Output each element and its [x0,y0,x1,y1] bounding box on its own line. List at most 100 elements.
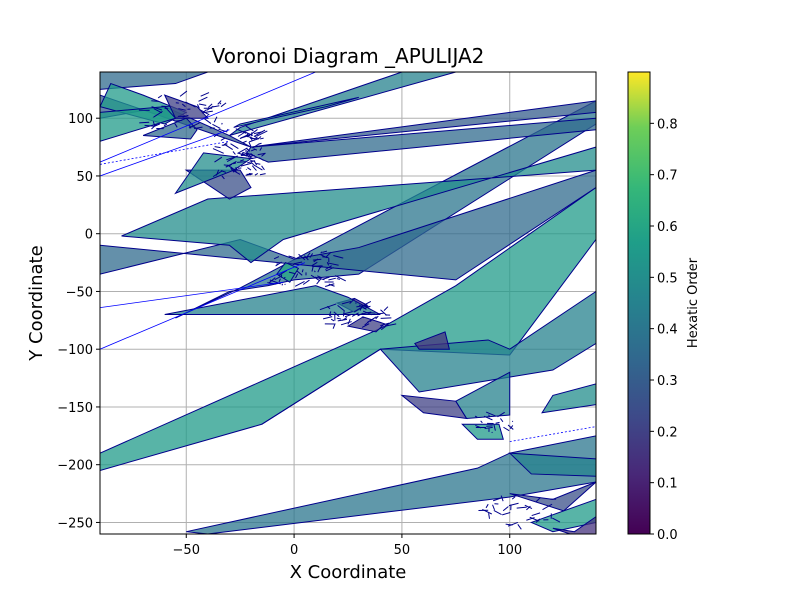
voronoi-edge [274,276,281,281]
voronoi-edge [293,261,303,265]
voronoi-edge [508,502,519,507]
voronoi-edge [229,163,233,167]
voronoi-cell [509,481,596,512]
voronoi-edge [483,415,493,421]
voronoi-edge [322,256,329,258]
voronoi-edge [482,508,492,515]
voronoi-cell [186,435,596,534]
voronoi-edge [179,90,188,97]
voronoi-edge [251,165,257,171]
voronoi-edge [500,495,504,502]
voronoi-ridge-line [100,262,306,350]
voronoi-edge [332,323,336,329]
voronoi-edge [509,425,514,430]
voronoi-ridge-line [100,129,230,177]
voronoi-edge [250,161,255,166]
voronoi-edge [322,276,330,280]
voronoi-edge [326,305,331,310]
voronoi-edge [247,167,252,171]
voronoi-edge [214,156,223,163]
voronoi-edge [311,265,314,272]
voronoi-edge [193,126,203,130]
y-axis-label: Y Coordinate [26,245,47,361]
voronoi-edge [219,102,222,105]
voronoi-edge [316,278,322,285]
voronoi-edge [254,172,259,176]
voronoi-cell [508,452,596,477]
voronoi-edge [340,321,352,326]
voronoi-edge [495,421,500,424]
voronoi-edge [492,504,495,511]
voronoi-edge [242,153,254,160]
voronoi-edge [203,109,207,113]
voronoi-edge [485,411,496,417]
voronoi-cell [142,117,198,140]
voronoi-edge [226,155,238,162]
voronoi-edge [344,314,352,318]
voronoi-edge [351,312,359,317]
voronoi-edge [296,270,303,276]
voronoi-edge [328,277,336,281]
voronoi-cell [414,331,450,350]
y-tick-label: −150 [57,401,93,416]
voronoi-edge [517,524,522,530]
voronoi-junction-clusters [138,90,561,530]
voronoi-edge [215,169,220,176]
voronoi-edge [516,506,527,509]
voronoi-edge [220,137,226,141]
colorbar-tick-label: 0.5 [657,271,678,286]
voronoi-cell [455,371,511,420]
chart-title: Voronoi Diagram _APULIJA2 [212,44,485,68]
voronoi-edge [182,114,189,118]
voronoi-edge [242,140,247,144]
colorbar: 0.0 0.1 0.2 0.3 0.4 0.5 0.6 0.7 0.8 Hexatic Orde… [627,71,701,543]
voronoi-edge [214,146,221,149]
voronoi-edge [281,283,284,286]
voronoi-cell [121,146,596,264]
voronoi-cell [175,100,596,319]
voronoi-edge [493,424,496,431]
voronoi-edge [220,102,227,108]
voronoi-edge [218,128,228,133]
colorbar-tick-label: 0.2 [657,425,678,440]
voronoi-edge [212,148,224,154]
voronoi-edge [240,159,245,162]
voronoi-edge [319,306,329,311]
voronoi-edge [253,148,258,151]
voronoi-edge [213,116,218,123]
voronoi-edge [203,117,212,124]
voronoi-edge [485,503,489,509]
voronoi-edge [493,497,503,502]
voronoi-edge [365,312,376,314]
colorbar-tick-label: 0.4 [657,323,678,338]
voronoi-edge [294,281,305,287]
voronoi-edge [248,154,255,158]
voronoi-cell [229,72,456,137]
voronoi-edge [500,418,504,423]
voronoi-edge [325,283,335,287]
voronoi-edge [257,136,262,140]
voronoi-edge [349,298,356,304]
voronoi-edge [203,114,209,119]
voronoi-edge [288,271,296,275]
colorbar-tick-label: 0.1 [657,477,678,492]
voronoi-edge [380,309,388,316]
voronoi-edge [302,279,310,285]
voronoi-edge [310,274,320,281]
voronoi-edge [313,270,316,273]
y-tick-label: −250 [57,516,93,531]
voronoi-edge [361,316,365,319]
voronoi-edge [249,129,258,136]
voronoi-edge [230,143,239,149]
voronoi-edge [529,516,540,522]
voronoi-edge [311,261,318,267]
voronoi-edge [198,103,207,106]
voronoi-edge [151,100,160,102]
x-axis-label: X Coordinate [290,562,407,583]
voronoi-ridge-line [509,426,596,442]
voronoi-edge [252,143,260,149]
voronoi-edge [524,504,533,509]
voronoi-edge [526,517,535,521]
voronoi-edge [325,265,332,270]
voronoi-cell [529,498,596,533]
